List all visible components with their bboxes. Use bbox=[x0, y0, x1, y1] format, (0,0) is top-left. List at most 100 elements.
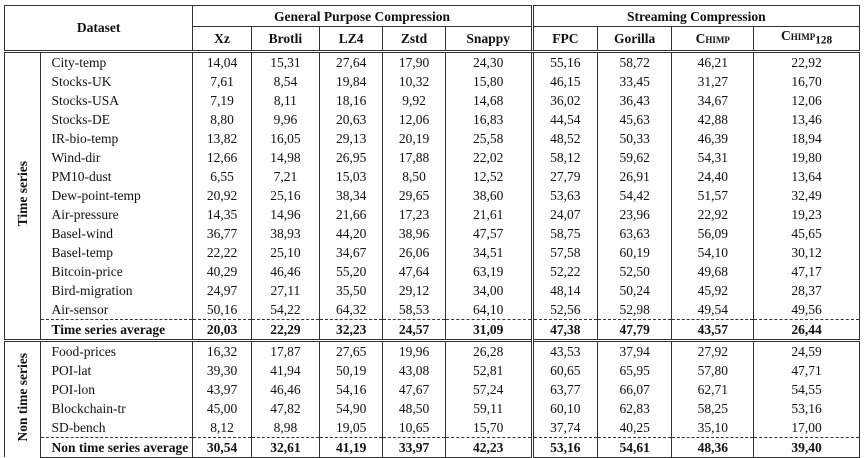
value-cell: 14,98 bbox=[250, 147, 321, 167]
value-cell: 52,22 bbox=[530, 261, 599, 281]
value-cell: 29,65 bbox=[382, 185, 446, 205]
value-cell: 25,10 bbox=[250, 242, 321, 262]
data-row: Air-sensor 50,16 54,22 64,32 58,53 64,10 52,56… bbox=[5, 299, 860, 320]
value-cell: 47,71 bbox=[753, 360, 860, 380]
value-cell: 37,74 bbox=[530, 417, 599, 438]
value-cell: 52,98 bbox=[596, 299, 673, 320]
value-cell: 31,27 bbox=[671, 71, 755, 91]
value-cell: 26,95 bbox=[319, 147, 384, 167]
value-cell: 52,56 bbox=[530, 299, 599, 320]
value-cell: 48,52 bbox=[530, 128, 599, 148]
data-row: Stocks-USA 7,19 8,11 18,16 9,92 14,68 36,02 36,… bbox=[5, 90, 860, 110]
average-row: Time series average 20,03 22,29 32,23 24,57 3… bbox=[5, 318, 860, 341]
dataset-name: Wind-dir bbox=[40, 147, 194, 167]
value-cell: 54,10 bbox=[671, 242, 755, 262]
value-cell: 54,42 bbox=[596, 185, 673, 205]
dataset-name: Dew-point-temp bbox=[40, 185, 194, 205]
value-cell: 15,31 bbox=[250, 51, 321, 72]
value-cell: 15,70 bbox=[444, 417, 533, 438]
value-cell: 16,05 bbox=[250, 128, 321, 148]
value-cell: 20,19 bbox=[382, 128, 446, 148]
value-cell: 40,29 bbox=[192, 261, 252, 281]
data-row: Air-pressure 14,35 14,96 21,66 17,23 21,61 24,… bbox=[5, 204, 860, 224]
value-cell: 35,10 bbox=[671, 417, 755, 438]
dataset-name: Stocks-DE bbox=[40, 109, 194, 129]
value-cell: 31,09 bbox=[444, 318, 533, 341]
value-cell: 36,02 bbox=[530, 90, 599, 110]
value-cell: 59,11 bbox=[444, 398, 533, 418]
section-label-text: Time series bbox=[15, 161, 31, 227]
value-cell: 6,55 bbox=[192, 166, 252, 186]
value-cell: 41,19 bbox=[319, 436, 384, 458]
value-cell: 23,96 bbox=[596, 204, 673, 224]
value-cell: 14,68 bbox=[444, 90, 533, 110]
value-cell: 50,33 bbox=[596, 128, 673, 148]
value-cell: 12,06 bbox=[753, 90, 860, 110]
value-cell: 50,16 bbox=[192, 299, 252, 320]
value-cell: 64,32 bbox=[319, 299, 384, 320]
value-cell: 7,19 bbox=[192, 90, 252, 110]
value-cell: 55,16 bbox=[530, 51, 599, 72]
column-header: Snappy bbox=[444, 26, 533, 53]
value-cell: 54,22 bbox=[250, 299, 321, 320]
value-cell: 58,25 bbox=[671, 398, 755, 418]
dataset-name: POI-lon bbox=[40, 379, 194, 399]
dataset-name: Non time series average bbox=[40, 436, 194, 458]
value-cell: 24,30 bbox=[444, 51, 533, 72]
column-subscript: 128 bbox=[815, 34, 833, 47]
value-cell: 57,24 bbox=[444, 379, 533, 399]
data-row: Stocks-DE 8,80 9,96 20,63 12,06 16,83 44,54 45,… bbox=[5, 109, 860, 129]
value-cell: 62,83 bbox=[596, 398, 673, 418]
value-cell: 46,46 bbox=[250, 261, 321, 281]
value-cell: 29,13 bbox=[319, 128, 384, 148]
dataset-name: Bird-migration bbox=[40, 280, 194, 300]
value-cell: 27,79 bbox=[530, 166, 599, 186]
value-cell: 17,90 bbox=[382, 51, 446, 72]
value-cell: 54,61 bbox=[596, 436, 673, 458]
dataset-name: City-temp bbox=[40, 51, 194, 72]
dataset-name: Food-prices bbox=[40, 338, 194, 361]
group-header: Streaming Compression bbox=[530, 5, 861, 27]
value-cell: 27,64 bbox=[319, 51, 384, 72]
value-cell: 59,62 bbox=[596, 147, 673, 167]
dataset-name: Bitcoin-price bbox=[40, 261, 194, 281]
value-cell: 41,94 bbox=[250, 360, 321, 380]
value-cell: 39,40 bbox=[753, 436, 860, 458]
value-cell: 27,65 bbox=[319, 338, 384, 361]
value-cell: 43,08 bbox=[382, 360, 446, 380]
value-cell: 60,10 bbox=[530, 398, 599, 418]
data-row: Basel-temp 22,22 25,10 34,67 26,06 34,51 57,58… bbox=[5, 242, 860, 262]
value-cell: 36,43 bbox=[596, 90, 673, 110]
data-row: IR-bio-temp 13,82 16,05 29,13 20,19 25,58 48,5… bbox=[5, 128, 860, 148]
value-cell: 42,23 bbox=[444, 436, 533, 458]
dataset-header: Dataset bbox=[3, 5, 194, 53]
value-cell: 45,00 bbox=[192, 398, 252, 418]
section-label: Non time series bbox=[3, 338, 42, 458]
header-row: Dataset General Purpose Compression Stre… bbox=[3, 5, 861, 53]
value-cell: 32,23 bbox=[319, 318, 384, 341]
value-cell: 48,14 bbox=[530, 280, 599, 300]
value-cell: 20,63 bbox=[319, 109, 384, 129]
value-cell: 22,92 bbox=[671, 204, 755, 224]
value-cell: 51,57 bbox=[671, 185, 755, 205]
data-row: Dew-point-temp 20,92 25,16 38,34 29,65 38,60 5… bbox=[5, 185, 860, 205]
value-cell: 7,61 bbox=[192, 71, 252, 91]
value-cell: 49,54 bbox=[671, 299, 755, 320]
value-cell: 62,71 bbox=[671, 379, 755, 399]
value-cell: 63,77 bbox=[530, 379, 599, 399]
average-row: Non time series average 30,54 32,61 41,19 33… bbox=[5, 436, 860, 458]
value-cell: 27,92 bbox=[671, 338, 755, 361]
value-cell: 10,65 bbox=[382, 417, 446, 438]
group-header: General Purpose Compression bbox=[192, 5, 533, 27]
value-cell: 8,80 bbox=[192, 109, 252, 129]
value-cell: 17,00 bbox=[753, 417, 860, 438]
value-cell: 63,63 bbox=[596, 223, 673, 243]
column-header: Xz bbox=[192, 26, 252, 53]
results-table: Dataset General Purpose Compression Stre… bbox=[3, 5, 861, 458]
value-cell: 30,12 bbox=[753, 242, 860, 262]
value-cell: 12,06 bbox=[382, 109, 446, 129]
value-cell: 26,44 bbox=[753, 318, 860, 341]
column-header: Zstd bbox=[382, 26, 446, 53]
value-cell: 43,97 bbox=[192, 379, 252, 399]
